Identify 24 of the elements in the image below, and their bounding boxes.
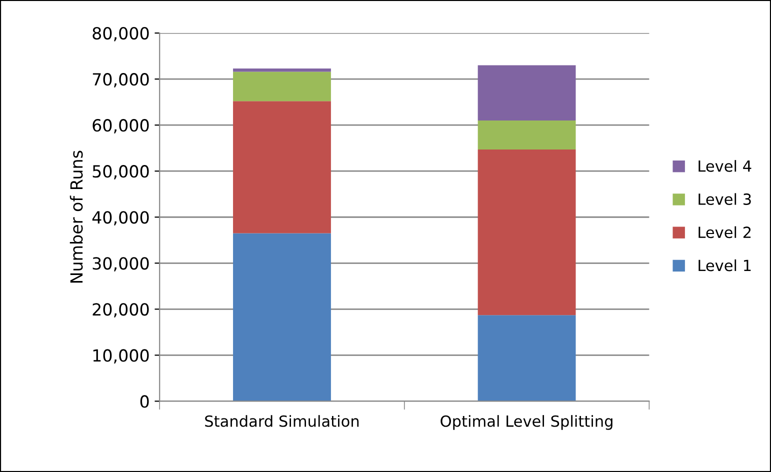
y-tick-label: 40,000 (92, 211, 149, 226)
y-tick-label: 10,000 (93, 349, 149, 364)
y-tick-label: 50,000 (92, 165, 149, 180)
bar (478, 315, 576, 402)
bar (478, 120, 576, 150)
bar (233, 68, 331, 72)
legend-label: Level 2 (698, 226, 751, 238)
bar (478, 149, 576, 316)
bar (233, 72, 331, 102)
bar (233, 101, 331, 234)
y-tick-label: 60,000 (92, 119, 149, 134)
bar (478, 65, 576, 120)
y-tick-label: 20,000 (92, 303, 149, 318)
y-tick-label: 30,000 (92, 257, 149, 272)
bar (233, 233, 331, 402)
y-axis-title: Number of Runs (70, 150, 83, 283)
y-tick-label: 80,000 (92, 27, 149, 42)
y-tick-label: 70,000 (92, 73, 149, 88)
y-tick-label: 0 (140, 395, 149, 408)
legend-label: Level 4 (698, 160, 752, 172)
x-tick-label: Optimal Level Splitting (440, 415, 612, 430)
x-tick-label: Standard Simulation (205, 415, 359, 427)
legend-label: Level 3 (698, 193, 751, 205)
legend-label: Level 1 (698, 259, 751, 272)
